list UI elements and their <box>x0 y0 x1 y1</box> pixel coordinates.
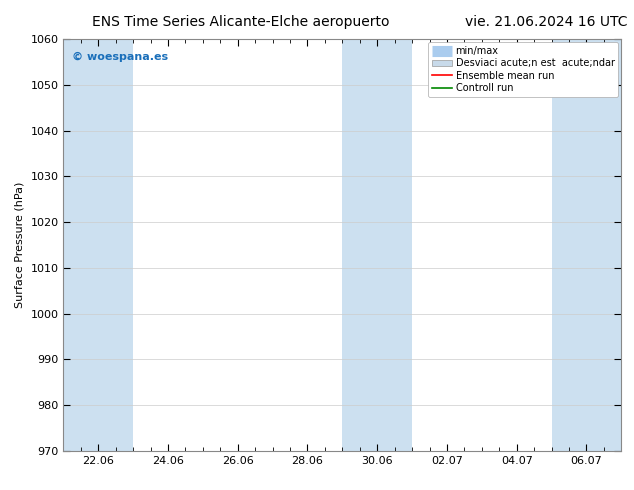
Legend: min/max, Desviaci acute;n est  acute;ndar, Ensemble mean run, Controll run: min/max, Desviaci acute;n est acute;ndar… <box>429 42 618 97</box>
Text: vie. 21.06.2024 16 UTC: vie. 21.06.2024 16 UTC <box>465 15 628 29</box>
Text: © woespana.es: © woespana.es <box>72 51 168 62</box>
Bar <box>342 39 412 451</box>
Text: ENS Time Series Alicante-Elche aeropuerto: ENS Time Series Alicante-Elche aeropuert… <box>92 15 390 29</box>
Y-axis label: Surface Pressure (hPa): Surface Pressure (hPa) <box>15 182 25 308</box>
Bar <box>552 39 621 451</box>
Bar <box>63 39 133 451</box>
